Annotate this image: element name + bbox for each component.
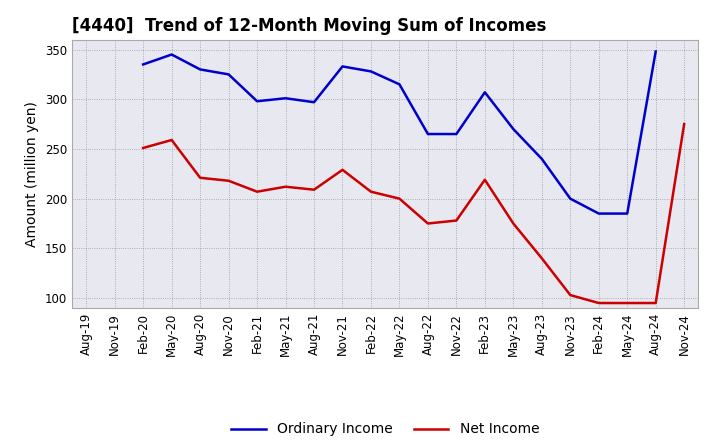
Net Income [537, 256, 546, 261]
Ordinary Income [167, 52, 176, 57]
Net Income [423, 221, 432, 226]
Line: Ordinary Income: Ordinary Income [143, 51, 656, 213]
Ordinary Income [480, 90, 489, 95]
Net Income [338, 167, 347, 172]
Ordinary Income [366, 69, 375, 74]
Ordinary Income [282, 95, 290, 101]
Ordinary Income [310, 99, 318, 105]
Net Income [595, 301, 603, 306]
Ordinary Income [452, 132, 461, 137]
Net Income [395, 196, 404, 201]
Net Income [452, 218, 461, 223]
Ordinary Income [225, 72, 233, 77]
Legend: Ordinary Income, Net Income: Ordinary Income, Net Income [225, 417, 545, 440]
Net Income [310, 187, 318, 192]
Net Income [196, 175, 204, 180]
Net Income [623, 301, 631, 306]
Net Income [680, 121, 688, 127]
Net Income [652, 301, 660, 306]
Net Income [366, 189, 375, 194]
Ordinary Income [253, 99, 261, 104]
Text: [4440]  Trend of 12-Month Moving Sum of Incomes: [4440] Trend of 12-Month Moving Sum of I… [72, 17, 546, 35]
Ordinary Income [338, 64, 347, 69]
Ordinary Income [652, 49, 660, 54]
Ordinary Income [623, 211, 631, 216]
Net Income [509, 221, 518, 226]
Ordinary Income [423, 132, 432, 137]
Ordinary Income [509, 126, 518, 132]
Net Income [139, 145, 148, 150]
Ordinary Income [395, 82, 404, 87]
Net Income [480, 177, 489, 183]
Net Income [225, 178, 233, 183]
Net Income [167, 137, 176, 143]
Ordinary Income [595, 211, 603, 216]
Net Income [253, 189, 261, 194]
Ordinary Income [196, 67, 204, 72]
Line: Net Income: Net Income [143, 124, 684, 303]
Ordinary Income [537, 156, 546, 161]
Ordinary Income [139, 62, 148, 67]
Y-axis label: Amount (million yen): Amount (million yen) [25, 101, 40, 247]
Net Income [566, 293, 575, 298]
Net Income [282, 184, 290, 189]
Ordinary Income [566, 196, 575, 201]
